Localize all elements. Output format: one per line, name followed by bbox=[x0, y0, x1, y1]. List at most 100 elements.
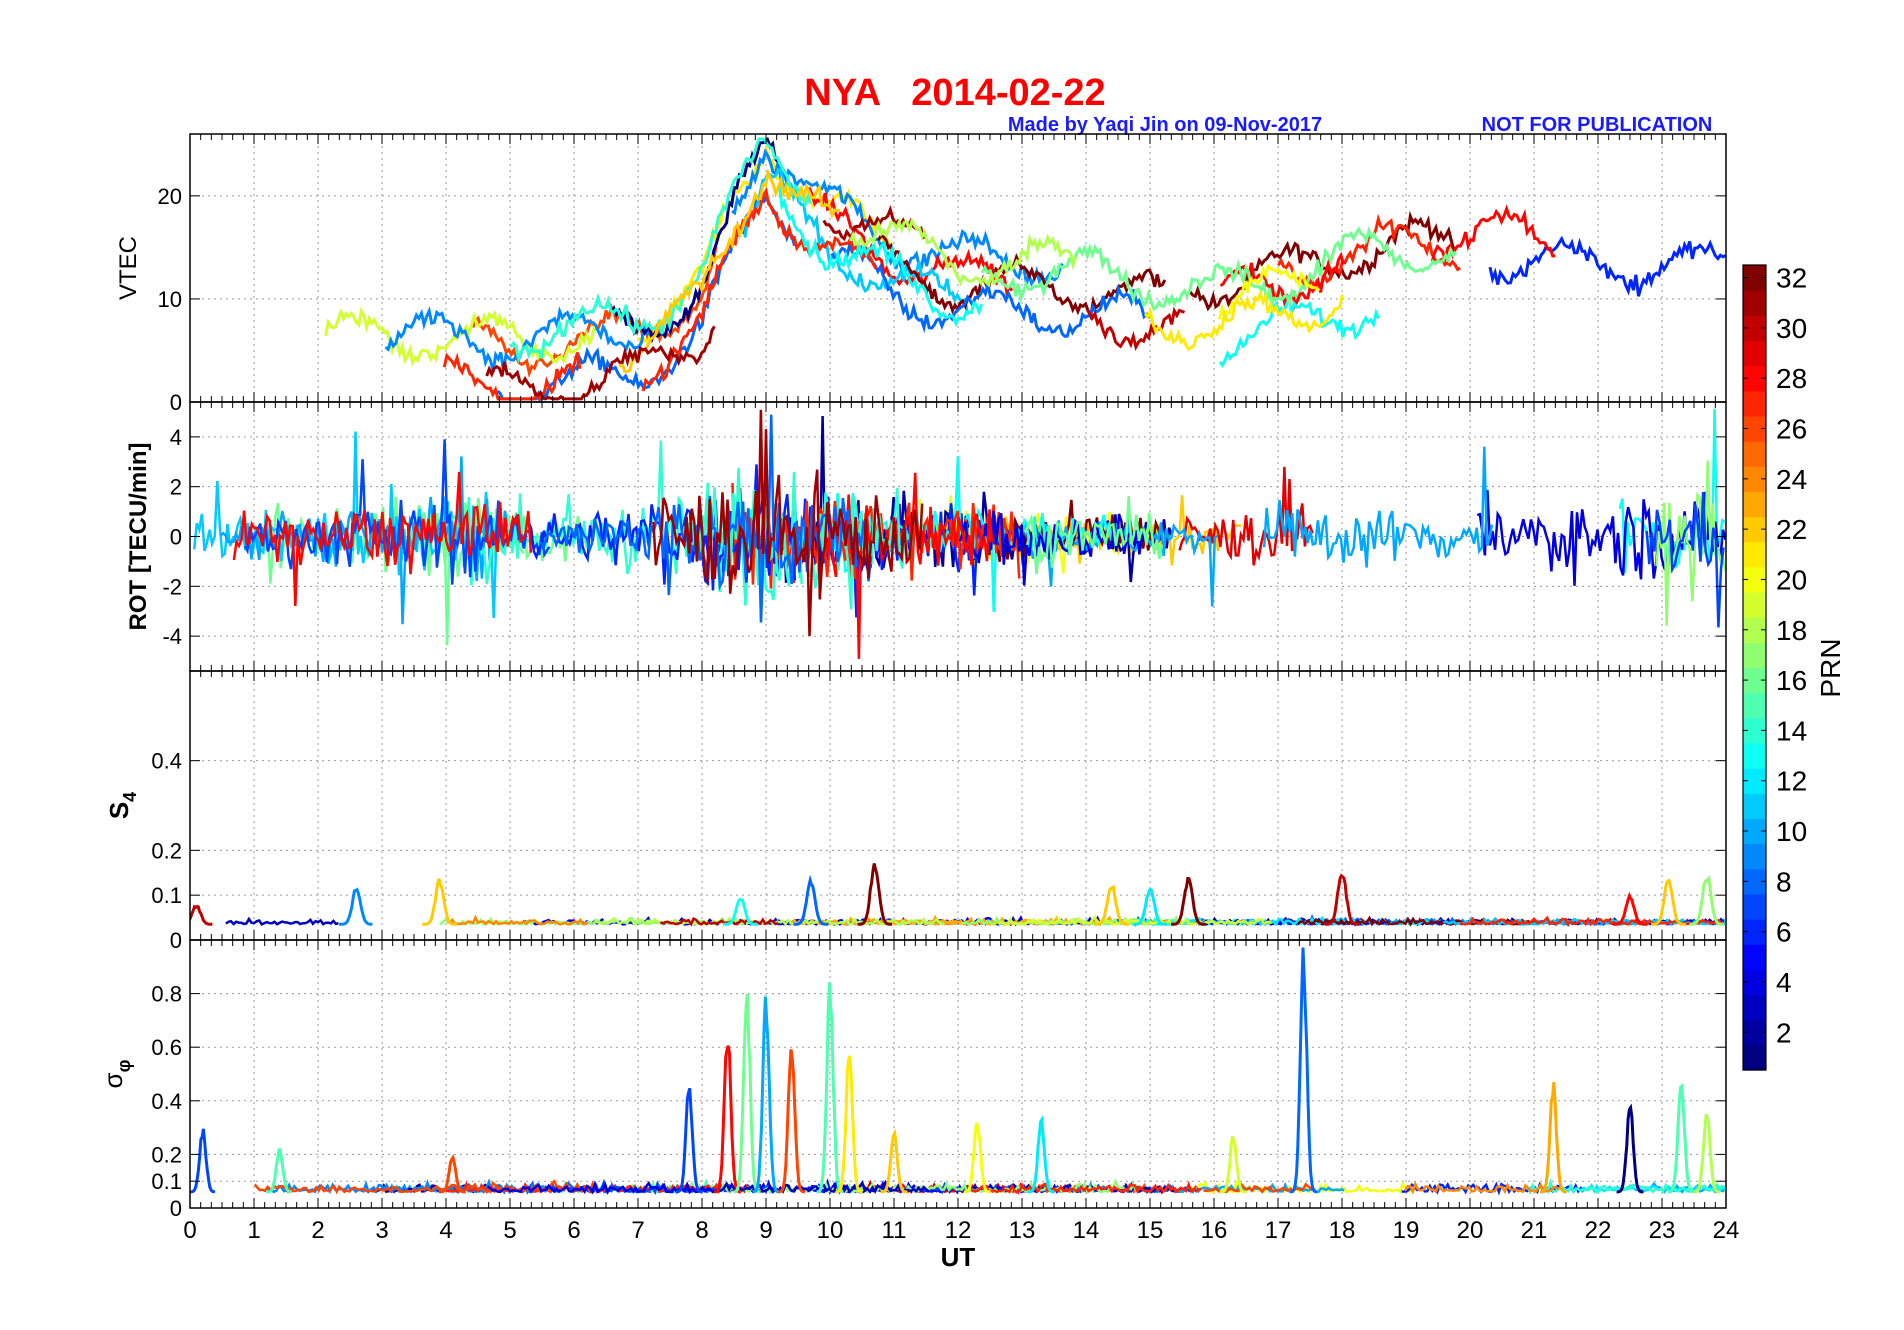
peak-prn-22 bbox=[422, 878, 457, 926]
series-prn-31 bbox=[485, 325, 716, 401]
colorbar-tick-label: 32 bbox=[1776, 263, 1807, 294]
y-tick-label: 4 bbox=[170, 425, 182, 450]
colorbar-frame bbox=[1742, 264, 1767, 1071]
colorbar-segment bbox=[1743, 868, 1766, 895]
series-prn-22 bbox=[618, 167, 840, 374]
colorbar-segment bbox=[1743, 969, 1766, 996]
peak-prn-15 bbox=[266, 1148, 292, 1194]
colorbar-tick-label: 30 bbox=[1776, 313, 1807, 344]
series-prn-8 bbox=[539, 414, 873, 623]
colorbar-segment bbox=[1743, 566, 1766, 593]
credit-text: Made by Yaqi Jin on 09-Nov-2017 bbox=[1008, 114, 1322, 136]
peak-prn-12 bbox=[1027, 1115, 1055, 1194]
series-prn-28 bbox=[232, 471, 533, 607]
y-tick-label: 0.1 bbox=[151, 883, 182, 908]
colorbar-tick-label: 22 bbox=[1776, 514, 1807, 545]
peak-prn-17 bbox=[1689, 875, 1725, 926]
series-prn-16 bbox=[980, 243, 1296, 312]
panel-vtec: 0 10 20 VTEC bbox=[115, 133, 1727, 415]
x-tick-label: 19 bbox=[1393, 1217, 1420, 1244]
colorbar-tick-label: 16 bbox=[1776, 665, 1807, 696]
y-tick-label: 10 bbox=[158, 287, 182, 312]
colorbar-tick-label: 20 bbox=[1776, 564, 1807, 595]
x-tick-label: 9 bbox=[759, 1217, 772, 1244]
colorbar-segment bbox=[1743, 491, 1766, 518]
peak-prn-9 bbox=[339, 887, 373, 926]
peak-prn-30 bbox=[190, 904, 213, 926]
series-prn-19 bbox=[999, 915, 1273, 926]
colorbar-label: PRN bbox=[1815, 638, 1846, 697]
x-tick-label: 11 bbox=[882, 1217, 907, 1244]
series-prn-19 bbox=[324, 306, 598, 367]
colorbar-segment bbox=[1743, 441, 1766, 467]
x-tick-label: 22 bbox=[1585, 1217, 1612, 1244]
colorbar-segment bbox=[1743, 793, 1766, 820]
peak-prn-16 bbox=[733, 993, 761, 1194]
y-tick-label: 0.6 bbox=[151, 1035, 182, 1060]
series-prn-31 bbox=[652, 409, 924, 637]
colorbar-tick-label: 26 bbox=[1776, 414, 1807, 445]
series-prn-18 bbox=[849, 217, 1078, 288]
series-prn-28 bbox=[1219, 251, 1346, 310]
x-tick-label: 24 bbox=[1713, 1217, 1740, 1244]
y-tick-label: 20 bbox=[158, 184, 182, 209]
series-prn-13 bbox=[1218, 293, 1380, 368]
colorbar-segment bbox=[1743, 1044, 1766, 1071]
y-tick-label: 0.1 bbox=[151, 1169, 182, 1194]
x-tick-label: 18 bbox=[1329, 1217, 1356, 1244]
peak-prn-8 bbox=[1290, 947, 1318, 1194]
colorbar-segment bbox=[1743, 390, 1766, 417]
y-tick-label: 0.4 bbox=[151, 1089, 182, 1114]
peak-prn-12 bbox=[1132, 887, 1168, 926]
colorbar-segment bbox=[1743, 717, 1766, 744]
y-tick-label: 0 bbox=[170, 390, 182, 415]
colorbar-tick-label: 4 bbox=[1776, 967, 1792, 998]
peak-prn-15 bbox=[816, 982, 844, 1194]
colorbar-segment bbox=[1743, 692, 1766, 719]
y-tick-label: -2 bbox=[162, 574, 182, 599]
series-prn-13 bbox=[777, 185, 984, 328]
colorbar-segment bbox=[1743, 541, 1766, 568]
series-group bbox=[190, 863, 1726, 927]
colorbar-segment bbox=[1743, 516, 1766, 543]
x-tick-label: 13 bbox=[1009, 1217, 1036, 1244]
series-prn-24 bbox=[1404, 1180, 1560, 1195]
y-tick-label: 2 bbox=[170, 475, 182, 500]
peak-prn-13 bbox=[723, 897, 758, 926]
x-axis-label: UT bbox=[941, 1242, 976, 1272]
peak-prn-28 bbox=[714, 1045, 742, 1194]
series-prn-14 bbox=[509, 137, 812, 364]
panel-rot: -4 -2 0 2 4 ROT [TECU/min] bbox=[125, 401, 1727, 672]
colorbar-segment bbox=[1743, 265, 1766, 291]
x-tick-label: 10 bbox=[817, 1217, 844, 1244]
series-prn-3 bbox=[718, 1177, 930, 1195]
colorbar-tick-label: 2 bbox=[1776, 1017, 1792, 1048]
y-tick-label: -4 bbox=[162, 624, 182, 649]
peak-prn-32 bbox=[857, 863, 893, 926]
series-prn-21 bbox=[1144, 289, 1344, 352]
y-axis-label: VTEC bbox=[115, 236, 142, 300]
y-axis-label: σφ bbox=[98, 1059, 134, 1088]
colorbar-segment bbox=[1743, 1019, 1766, 1046]
colorbar-tick-label: 14 bbox=[1776, 715, 1807, 746]
peak-prn-7 bbox=[190, 1128, 216, 1194]
y-axis-label: ROT [TECU/min] bbox=[125, 443, 152, 631]
colorbar-tick-label: 12 bbox=[1776, 766, 1807, 797]
peak-prn-10 bbox=[752, 996, 780, 1194]
x-tick-label: 17 bbox=[1265, 1217, 1292, 1244]
series-group bbox=[190, 947, 1726, 1196]
colorbar-segment bbox=[1743, 994, 1766, 1021]
peak-prn-28 bbox=[1612, 891, 1648, 926]
series-prn-4 bbox=[1476, 489, 1726, 586]
peak-prn-22 bbox=[1651, 878, 1686, 926]
colorbar-tick-label: 28 bbox=[1776, 363, 1807, 394]
y-tick-label: 0.2 bbox=[151, 1142, 182, 1167]
colorbar-segment bbox=[1743, 290, 1766, 316]
y-tick-label: 0.4 bbox=[151, 749, 182, 774]
series-prn-16 bbox=[1023, 496, 1164, 575]
colorbar-segment bbox=[1743, 944, 1766, 970]
series-prn-8 bbox=[830, 239, 1151, 338]
